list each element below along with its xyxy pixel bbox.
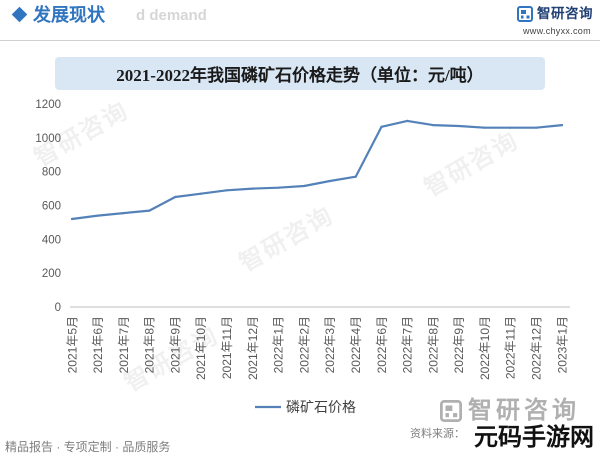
section-title-faded: d demand [136,7,207,24]
y-tick-label: 200 [42,268,61,280]
y-tick-label: 600 [42,201,61,213]
y-tick-label: 800 [42,167,61,179]
website-url: www.chyxx.com [523,26,591,36]
data-point [483,126,486,129]
brand-logo: 智研咨询 [517,5,593,23]
chart-title: 2021-2022年我国磷矿石价格走势（单位：元/吨） [116,66,484,85]
data-point [328,179,331,183]
data-point [199,192,202,195]
zhiyan-logo-icon [440,400,462,422]
x-tick-label: 2021年8月 [143,316,157,373]
x-tick-label: 2022年12月 [530,316,544,380]
x-tick-label: 2022年7月 [401,316,415,373]
y-tick-label: 400 [42,234,61,246]
x-tick-label: 2022年4月 [349,316,363,373]
x-tick-label: 2022年8月 [426,316,440,373]
data-point [354,175,357,178]
x-tick-label: 2021年5月 [65,316,79,373]
series-line [70,119,564,221]
data-point [560,124,564,127]
x-tick-label: 2021年12月 [246,316,260,380]
data-point [122,212,125,215]
data-point [303,184,306,188]
legend: 磷矿石价格 [255,399,356,415]
data-point [251,187,254,190]
section-title: 发展现状 [33,5,105,25]
data-point [432,124,435,127]
data-point [96,214,99,217]
legend-label: 磷矿石价格 [286,399,356,415]
chart-title-bar: 2021-2022年我国磷矿石价格走势（单位：元/吨） [55,57,545,90]
footer-logo-text: 智研咨询 [468,397,580,424]
x-tick-label: 2021年11月 [220,316,234,379]
data-point [535,126,538,129]
x-tick-label: 2022年9月 [452,316,466,373]
y-tick-label: 1000 [35,133,61,145]
zhiyan-logo-icon [517,6,533,22]
x-tick-label: 2021年7月 [117,316,131,373]
y-axis: 0 200 400 600 800 1000 1200 [35,99,61,314]
data-point [277,186,280,189]
x-tick-label: 2022年10月 [478,316,492,380]
x-tick-label: 2023年1月 [555,316,569,373]
footer-logo: 智研咨询 [440,397,580,425]
x-tick-label: 2021年9月 [169,316,183,373]
source-label: 资料来源： [410,428,465,440]
y-tick-label: 0 [55,302,61,314]
x-tick-label: 2022年2月 [297,316,311,373]
footer-tagline: 精品报告 · 专项定制 · 品质服务 [5,440,171,454]
x-tick-label: 2021年10月 [194,316,208,380]
x-tick-label: 2022年6月 [375,316,389,373]
data-point [70,217,74,221]
x-tick-label: 2022年1月 [272,316,286,373]
x-tick-label: 2022年11月 [504,316,518,379]
data-point [457,124,460,128]
data-point [380,125,383,128]
data-point [148,209,151,212]
series [70,119,564,221]
data-point [509,126,512,129]
y-tick-label: 1200 [35,99,61,111]
data-point [225,189,228,192]
x-tick-label: 2021年6月 [91,316,105,373]
x-tick-label: 2022年3月 [323,316,337,373]
data-point [406,119,409,122]
site-watermark: 元码手游网 [474,424,594,451]
header-divider [0,40,600,41]
data-point [174,195,177,199]
x-axis: 2021年5月 2021年6月 2021年7月 2021年8月 2021年9月 2021年… [65,316,569,380]
brand-logo-text: 智研咨询 [537,6,593,21]
